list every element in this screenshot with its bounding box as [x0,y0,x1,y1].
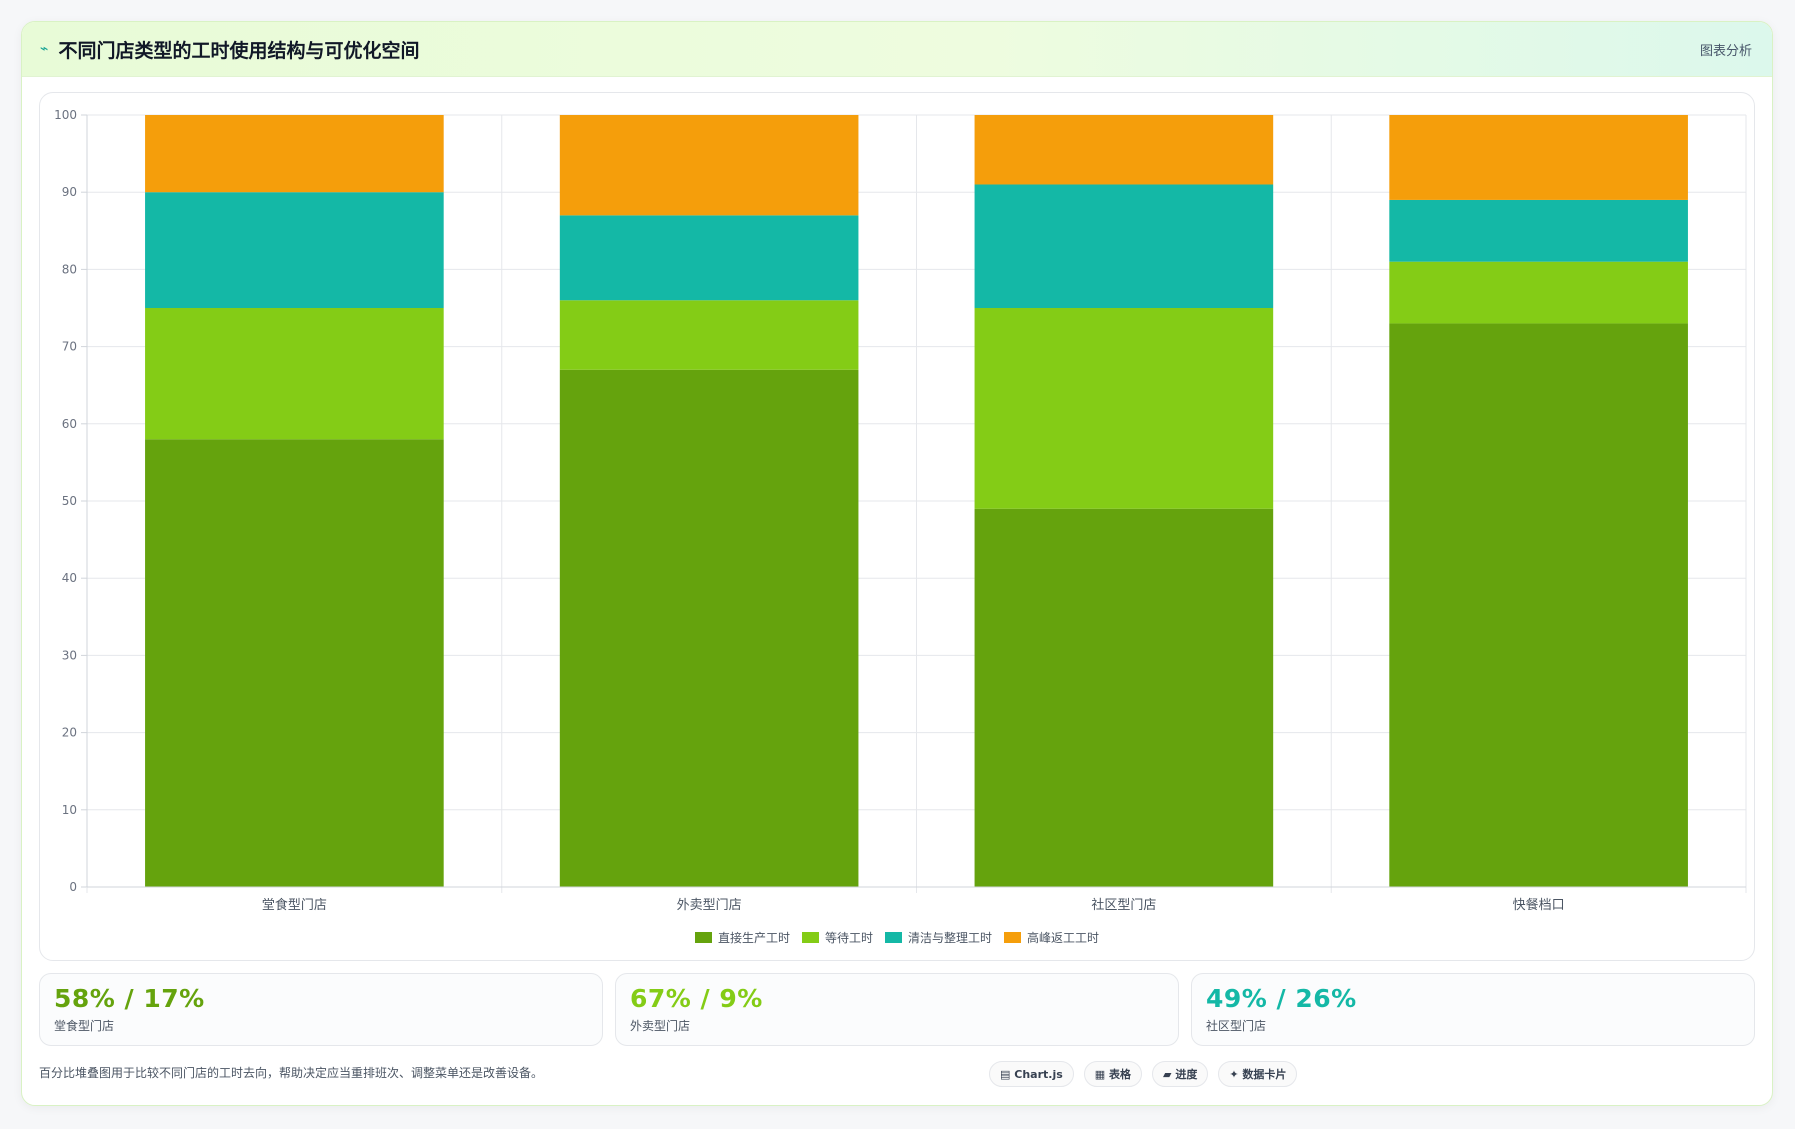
bar-segment[interactable] [145,115,444,193]
y-tick-label: 80 [62,262,77,276]
x-tick-label: 快餐档口 [1513,897,1565,913]
x-tick-label: 堂食型门店 [262,897,327,913]
y-tick-label: 10 [62,803,77,817]
card-header: ⌁ 不同门店类型的工时使用结构与可优化空间 图表分析 [22,22,1772,77]
stat-label: 堂食型门店 [54,1019,115,1033]
tag-label: 进度 [1175,1068,1198,1081]
legend-label: 清洁与整理工时 [908,931,993,945]
tag-data-card[interactable]: ✦ 数据卡片 [1218,1061,1298,1087]
legend-label: 直接生产工时 [717,931,790,945]
bar-segment[interactable] [145,439,444,887]
stat-card-dine-in: 58% / 17% 堂食型门店 [39,973,603,1046]
bar-segment[interactable] [974,184,1274,308]
bar-segment[interactable] [974,508,1274,887]
chart-card: ⌁ 不同门店类型的工时使用结构与可优化空间 图表分析 0 10 20 30 40 50 60… [21,21,1773,1106]
tag-label: 表格 [1109,1068,1132,1081]
tag-progress[interactable]: ▰ 进度 [1152,1061,1209,1087]
y-tick-label: 40 [62,571,77,585]
bar-segment[interactable] [1389,199,1688,262]
tag-table[interactable]: ▦ 表格 [1083,1061,1143,1087]
legend-swatch [801,932,819,943]
progress-icon: ▰ [1163,1067,1172,1081]
chart-panel: 0 10 20 30 40 50 60 70 80 90 100 堂食型门店 外卖型门店 社区型门店 快餐档… [39,92,1755,961]
tag-chartjs[interactable]: ▤ Chart.js [989,1061,1074,1087]
legend-item[interactable]: 等待工时 [801,929,873,946]
y-tick-label: 100 [54,108,77,122]
legend-label: 高峰返工工时 [1027,931,1100,945]
bar-segment[interactable] [559,300,859,370]
tag-label: 数据卡片 [1242,1068,1287,1081]
bar-segment[interactable] [145,192,444,308]
y-tick-label: 30 [62,648,77,662]
stat-value: 49% / 26% [1206,984,1357,1013]
legend-swatch [694,932,712,943]
y-tick-label: 60 [62,417,77,431]
x-tick-label: 外卖型门店 [677,898,742,913]
tag-label: Chart.js [1014,1067,1063,1081]
chart-analysis-link[interactable]: 图表分析 [1699,43,1752,59]
trend-icon: ⌁ [40,41,49,57]
feature-tags: ▤ Chart.js ▦ 表格 ▰ 进度 ✦ 数据卡片 [989,1061,1298,1087]
card-icon: ✦ [1229,1067,1239,1081]
stat-card-delivery: 67% / 9% 外卖型门店 [615,973,1179,1046]
stat-label: 社区型门店 [1206,1019,1267,1033]
stat-card-community: 49% / 26% 社区型门店 [1191,973,1755,1046]
legend-item[interactable]: 清洁与整理工时 [885,929,992,946]
table-icon: ▦ [1094,1067,1106,1081]
stats-row: 58% / 17% 堂食型门店 67% / 9% 外卖型门店 49% / 26%… [39,973,1755,1047]
x-tick-label: 社区型门店 [1091,897,1156,913]
stacked-bar-chart: 0 10 20 30 40 50 60 70 80 90 100 堂食型门店 外卖型门店 社区型门店 快餐档… [54,108,1747,913]
y-tick-label: 90 [62,185,77,199]
chart-title: 不同门店类型的工时使用结构与可优化空间 [58,39,420,62]
bar-segment[interactable] [1389,115,1688,200]
footer-note: 百分比堆叠图用于比较不同门店的工时去向，帮助决定应当重排班次、调整菜单还是改善设… [39,1066,544,1080]
bar-segment[interactable] [974,115,1274,185]
stat-value: 58% / 17% [54,984,205,1013]
bar-segment[interactable] [1389,323,1688,887]
chart-icon: ▤ [1000,1067,1011,1081]
bar-segment[interactable] [559,115,859,216]
y-tick-label: 50 [62,494,77,508]
legend-label: 等待工时 [824,931,873,945]
bar-segment[interactable] [974,308,1274,509]
stat-value: 67% / 9% [630,984,763,1013]
stat-label: 外卖型门店 [630,1019,691,1033]
bar-segment[interactable] [559,215,859,301]
legend-item[interactable]: 直接生产工时 [694,929,790,946]
bar-segment[interactable] [559,369,859,887]
bar-segment[interactable] [1389,261,1688,324]
y-tick-label: 20 [62,726,77,740]
bar-segment[interactable] [145,308,444,440]
header-title-group: ⌁ 不同门店类型的工时使用结构与可优化空间 [40,36,419,63]
y-tick-label: 70 [62,340,77,354]
legend-swatch [1004,932,1022,943]
legend-item[interactable]: 高峰返工工时 [1004,929,1099,946]
legend-swatch [885,932,902,943]
chart-legend: 直接生产工时 等待工时 清洁与整理工时 高峰返工工时 [40,929,1754,946]
y-tick-label: 0 [69,880,77,894]
